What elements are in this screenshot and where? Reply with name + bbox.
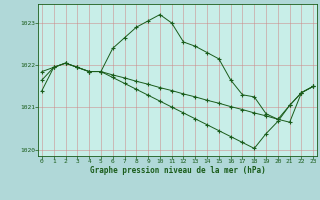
X-axis label: Graphe pression niveau de la mer (hPa): Graphe pression niveau de la mer (hPa): [90, 166, 266, 175]
